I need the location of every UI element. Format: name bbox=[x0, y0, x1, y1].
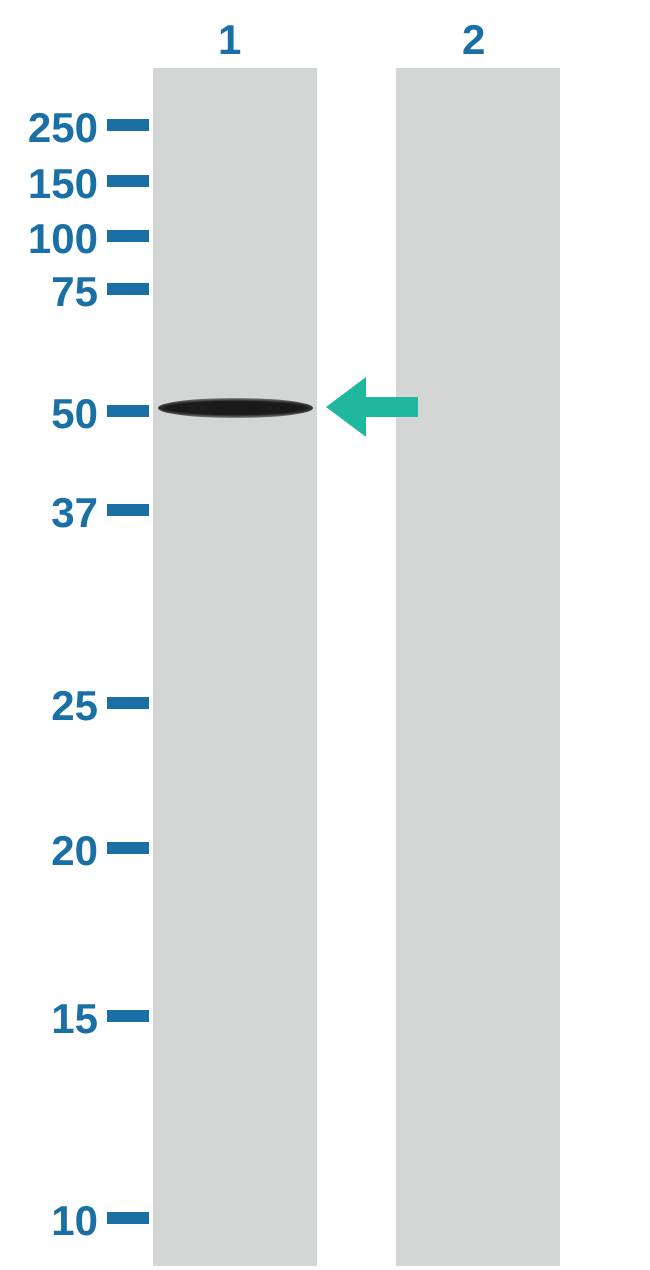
marker-label-37: 37 bbox=[33, 489, 98, 537]
marker-tick-10 bbox=[107, 1212, 149, 1224]
marker-label-15: 15 bbox=[33, 995, 98, 1043]
marker-label-25: 25 bbox=[33, 682, 98, 730]
marker-tick-150 bbox=[107, 175, 149, 187]
marker-label-10: 10 bbox=[33, 1197, 98, 1245]
marker-label-100: 100 bbox=[8, 215, 98, 263]
lane-1 bbox=[153, 68, 317, 1266]
western-blot-figure: 1 2 250 150 100 75 50 37 25 20 15 10 bbox=[0, 0, 650, 1270]
lane-header-1: 1 bbox=[218, 16, 241, 64]
marker-tick-50 bbox=[107, 405, 149, 417]
marker-label-150: 150 bbox=[8, 160, 98, 208]
marker-tick-75 bbox=[107, 283, 149, 295]
lane-2 bbox=[396, 68, 560, 1266]
lane-header-2: 2 bbox=[462, 16, 485, 64]
marker-tick-37 bbox=[107, 504, 149, 516]
indicator-arrow-head bbox=[326, 377, 366, 437]
protein-band-lane-1 bbox=[158, 398, 313, 418]
marker-tick-250 bbox=[107, 119, 149, 131]
indicator-arrow-shaft bbox=[366, 397, 418, 417]
marker-label-50: 50 bbox=[33, 390, 98, 438]
marker-label-250: 250 bbox=[8, 104, 98, 152]
marker-tick-25 bbox=[107, 697, 149, 709]
marker-label-20: 20 bbox=[33, 827, 98, 875]
marker-tick-20 bbox=[107, 842, 149, 854]
marker-tick-15 bbox=[107, 1010, 149, 1022]
marker-tick-100 bbox=[107, 230, 149, 242]
marker-label-75: 75 bbox=[33, 268, 98, 316]
